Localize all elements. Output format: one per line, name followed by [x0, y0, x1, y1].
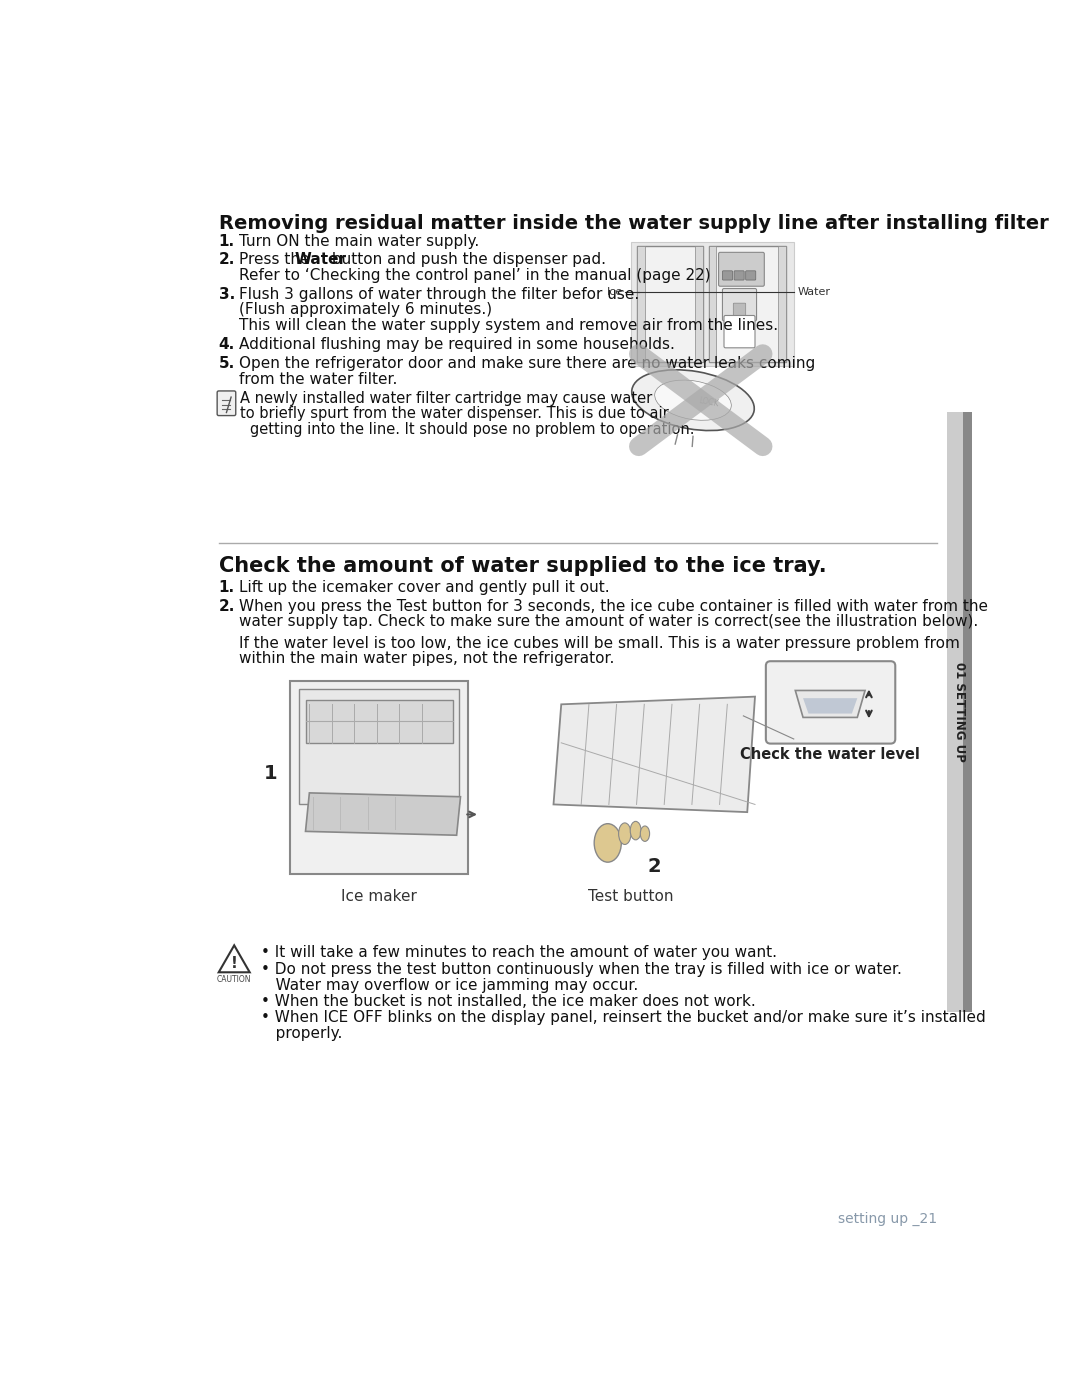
FancyBboxPatch shape: [745, 271, 756, 279]
Text: Refer to ‘Checking the control panel’ in the manual (page 22): Refer to ‘Checking the control panel’ in…: [239, 268, 711, 282]
Text: to briefly spurt from the water dispenser. This is due to air: to briefly spurt from the water dispense…: [241, 407, 670, 422]
Text: Press the: Press the: [239, 253, 314, 267]
FancyBboxPatch shape: [723, 289, 757, 321]
Ellipse shape: [632, 370, 754, 430]
Text: Flush 3 gallons of water through the filter befor use.: Flush 3 gallons of water through the fil…: [239, 286, 639, 302]
Text: • When ICE OFF blinks on the display panel, reinsert the bucket and/or make sure: • When ICE OFF blinks on the display pan…: [261, 1010, 986, 1025]
Text: within the main water pipes, not the refrigerator.: within the main water pipes, not the ref…: [239, 651, 615, 666]
Text: 5.: 5.: [218, 356, 235, 372]
Text: Check the amount of water supplied to the ice tray.: Check the amount of water supplied to th…: [218, 556, 826, 577]
Ellipse shape: [594, 824, 621, 862]
Text: 01 SETTING UP: 01 SETTING UP: [954, 662, 967, 761]
Ellipse shape: [640, 826, 649, 841]
FancyBboxPatch shape: [306, 700, 453, 743]
Text: Ice maker: Ice maker: [341, 888, 417, 904]
Text: 2.: 2.: [218, 253, 235, 267]
Text: 1: 1: [264, 764, 278, 784]
FancyBboxPatch shape: [723, 271, 732, 279]
Text: When you press the Test button for 3 seconds, the ice cube container is filled w: When you press the Test button for 3 sec…: [239, 599, 988, 613]
Text: This will clean the water supply system and remove air from the lines.: This will clean the water supply system …: [239, 317, 778, 332]
Text: 2: 2: [647, 856, 661, 876]
Text: 1.: 1.: [218, 580, 234, 595]
FancyBboxPatch shape: [708, 246, 786, 362]
Text: Water may overflow or ice jamming may occur.: Water may overflow or ice jamming may oc…: [261, 978, 638, 993]
FancyBboxPatch shape: [217, 391, 235, 415]
FancyBboxPatch shape: [299, 689, 459, 805]
FancyBboxPatch shape: [766, 661, 895, 743]
FancyBboxPatch shape: [708, 246, 716, 362]
Text: from the water filter.: from the water filter.: [239, 372, 397, 387]
FancyBboxPatch shape: [734, 271, 744, 279]
Text: If the water level is too low, the ice cubes will be small. This is a water pres: If the water level is too low, the ice c…: [239, 636, 960, 651]
FancyBboxPatch shape: [637, 246, 703, 362]
FancyBboxPatch shape: [947, 412, 972, 1013]
Text: • When the bucket is not installed, the ice maker does not work.: • When the bucket is not installed, the …: [261, 993, 756, 1009]
Text: A newly installed water filter cartridge may cause water: A newly installed water filter cartridge…: [241, 391, 652, 407]
Text: LOCK: LOCK: [698, 397, 719, 409]
Polygon shape: [795, 690, 865, 718]
FancyBboxPatch shape: [637, 246, 645, 362]
Text: Water: Water: [295, 253, 347, 267]
FancyBboxPatch shape: [962, 412, 972, 1013]
Text: !: !: [231, 957, 238, 971]
Text: button and push the dispenser pad.: button and push the dispenser pad.: [327, 253, 606, 267]
Text: properly.: properly.: [261, 1027, 342, 1041]
Text: CAUTION: CAUTION: [217, 975, 252, 985]
Text: (Flush approximately 6 minutes.): (Flush approximately 6 minutes.): [239, 302, 492, 317]
Text: 2.: 2.: [218, 599, 235, 613]
FancyBboxPatch shape: [291, 682, 469, 873]
Text: Water: Water: [798, 288, 831, 298]
Text: 4.: 4.: [218, 337, 235, 352]
Text: getting into the line. It should pose no problem to operation.: getting into the line. It should pose no…: [249, 422, 694, 437]
FancyBboxPatch shape: [733, 303, 745, 316]
Text: 3.: 3.: [218, 286, 235, 302]
Text: Ice: Ice: [607, 288, 623, 298]
FancyBboxPatch shape: [724, 316, 755, 348]
FancyBboxPatch shape: [718, 253, 765, 286]
Text: 1.: 1.: [218, 233, 234, 249]
Text: Additional flushing may be required in some households.: Additional flushing may be required in s…: [239, 337, 675, 352]
Ellipse shape: [631, 821, 642, 840]
FancyBboxPatch shape: [779, 246, 786, 362]
FancyBboxPatch shape: [631, 242, 794, 366]
Text: Check the water level: Check the water level: [740, 746, 920, 761]
Text: Open the refrigerator door and make sure there are no water leaks coming: Open the refrigerator door and make sure…: [239, 356, 815, 372]
Text: Removing residual matter inside the water supply line after installing filter: Removing residual matter inside the wate…: [218, 214, 1049, 233]
Text: water supply tap. Check to make sure the amount of water is correct(see the illu: water supply tap. Check to make sure the…: [239, 615, 978, 629]
Ellipse shape: [654, 380, 731, 420]
Ellipse shape: [619, 823, 631, 844]
Text: setting up _21: setting up _21: [838, 1213, 937, 1227]
Polygon shape: [554, 697, 755, 812]
FancyBboxPatch shape: [696, 246, 703, 362]
Polygon shape: [306, 793, 460, 835]
Text: Turn ON the main water supply.: Turn ON the main water supply.: [239, 233, 480, 249]
Text: • Do not press the test button continuously when the tray is filled with ice or : • Do not press the test button continuou…: [261, 961, 902, 977]
Text: Lift up the icemaker cover and gently pull it out.: Lift up the icemaker cover and gently pu…: [239, 580, 609, 595]
Text: • It will take a few minutes to reach the amount of water you want.: • It will take a few minutes to reach th…: [261, 946, 778, 960]
Text: Test button: Test button: [589, 888, 674, 904]
Polygon shape: [804, 698, 858, 714]
